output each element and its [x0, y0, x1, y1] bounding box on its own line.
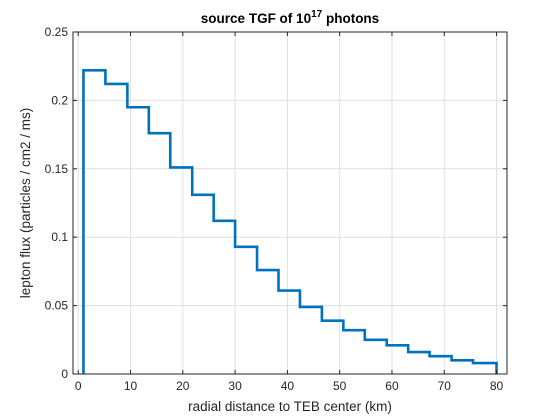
x-tick-label: 30	[228, 379, 242, 393]
y-tick-label: 0.1	[51, 230, 68, 244]
x-tick-label: 0	[75, 379, 82, 393]
series-layer	[82, 69, 498, 374]
x-tick-label: 40	[281, 379, 295, 393]
title-prefix: source TGF of 10	[201, 11, 311, 26]
title-suffix: photons	[322, 11, 379, 26]
x-tick-label: 60	[385, 379, 399, 393]
chart-title: source TGF of 1017 photons	[201, 9, 379, 26]
ticks: 0 10 20 30 40 50 60 70 80 0 0.05 0.1 0.15 0.2 0.25	[45, 25, 507, 393]
y-tick-label: 0	[61, 367, 68, 381]
y-tick-label: 0.15	[45, 162, 69, 176]
y-tick-label: 0.05	[45, 299, 69, 313]
x-tick-label: 50	[333, 379, 347, 393]
x-tick-label: 70	[438, 379, 452, 393]
x-tick-label: 20	[176, 379, 190, 393]
y-tick-label: 0.2	[51, 93, 68, 107]
grid	[73, 31, 507, 375]
x-tick-label: 10	[124, 379, 138, 393]
title-superscript: 17	[311, 9, 323, 20]
y-tick-label: 0.25	[45, 25, 69, 39]
x-axis-label: radial distance to TEB center (km)	[188, 399, 392, 414]
y-axis-label: lepton flux (particles / cm2 / ms)	[18, 108, 33, 299]
x-tick-label: 80	[490, 379, 504, 393]
axes-box	[72, 31, 508, 375]
series-stairs-line	[82, 69, 498, 374]
